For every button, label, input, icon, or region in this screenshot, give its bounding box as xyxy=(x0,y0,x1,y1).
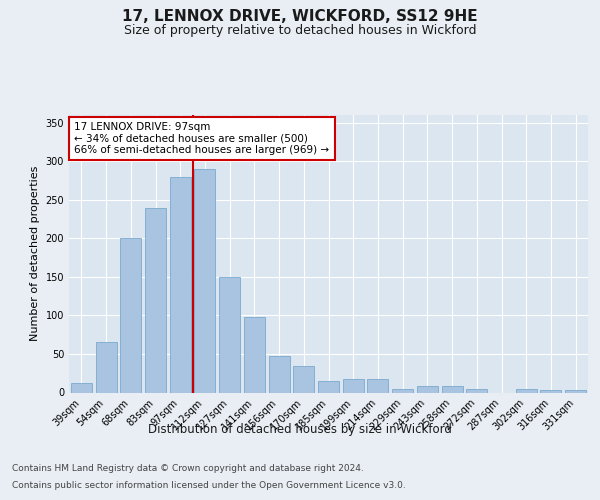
Bar xyxy=(293,366,314,392)
Bar xyxy=(145,208,166,392)
Text: 17, LENNOX DRIVE, WICKFORD, SS12 9HE: 17, LENNOX DRIVE, WICKFORD, SS12 9HE xyxy=(122,9,478,24)
Bar xyxy=(367,378,388,392)
Bar xyxy=(442,386,463,392)
Bar xyxy=(170,176,191,392)
Text: Distribution of detached houses by size in Wickford: Distribution of detached houses by size … xyxy=(148,422,452,436)
Y-axis label: Number of detached properties: Number of detached properties xyxy=(30,166,40,342)
Bar xyxy=(417,386,438,392)
Bar xyxy=(541,390,562,392)
Bar xyxy=(120,238,141,392)
Bar xyxy=(392,388,413,392)
Bar xyxy=(516,388,537,392)
Bar xyxy=(269,356,290,393)
Text: Contains HM Land Registry data © Crown copyright and database right 2024.: Contains HM Land Registry data © Crown c… xyxy=(12,464,364,473)
Text: Contains public sector information licensed under the Open Government Licence v3: Contains public sector information licen… xyxy=(12,481,406,490)
Bar xyxy=(194,169,215,392)
Bar xyxy=(466,390,487,392)
Bar xyxy=(565,390,586,392)
Bar xyxy=(95,342,116,392)
Bar xyxy=(219,277,240,392)
Bar xyxy=(244,317,265,392)
Text: 17 LENNOX DRIVE: 97sqm
← 34% of detached houses are smaller (500)
66% of semi-de: 17 LENNOX DRIVE: 97sqm ← 34% of detached… xyxy=(74,122,329,155)
Bar xyxy=(71,383,92,392)
Text: Size of property relative to detached houses in Wickford: Size of property relative to detached ho… xyxy=(124,24,476,37)
Bar xyxy=(318,381,339,392)
Bar xyxy=(343,378,364,392)
